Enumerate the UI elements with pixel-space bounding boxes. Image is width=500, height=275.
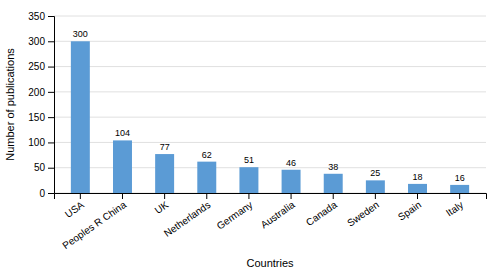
- tick: 200: [28, 87, 54, 98]
- tick: 250: [28, 61, 54, 72]
- data-label: 51: [244, 155, 254, 165]
- tick: Italy: [444, 193, 465, 219]
- tick-mark: [80, 193, 81, 199]
- data-labels: 300 104 77 62 51 46 38 25 18 16: [73, 29, 465, 183]
- tick-label: Canada: [304, 199, 339, 228]
- tick: 350: [28, 11, 54, 22]
- tick-label: 100: [28, 137, 45, 148]
- tick-mark: [248, 193, 249, 199]
- bars: [71, 41, 469, 193]
- bar: [366, 180, 385, 193]
- tick: Spain: [396, 193, 423, 223]
- tick: UK: [153, 193, 171, 216]
- tick-label: Australia: [259, 199, 298, 231]
- tick: 150: [28, 112, 54, 123]
- data-label: 62: [202, 150, 212, 160]
- tick-mark: [48, 142, 54, 143]
- y-axis-title: Number of publications: [4, 48, 16, 161]
- tick-mark: [459, 193, 460, 199]
- tick-mark: [48, 117, 54, 118]
- bar: [71, 41, 90, 193]
- x-axis-title: Countries: [246, 257, 294, 269]
- tick-label: 0: [39, 188, 45, 199]
- data-label: 77: [160, 142, 170, 152]
- tick: USA: [63, 193, 86, 220]
- tick-label: USA: [63, 199, 86, 220]
- tick-label: 350: [28, 11, 45, 22]
- tick-mark: [48, 193, 54, 194]
- grid-line: [54, 66, 486, 67]
- data-label: 16: [455, 173, 465, 183]
- tick-mark: [48, 67, 54, 68]
- tick-label: Peoples R China: [60, 199, 128, 251]
- data-label: 300: [73, 29, 88, 39]
- grid-line: [54, 91, 486, 92]
- tick: 50: [34, 162, 54, 173]
- bar: [155, 154, 174, 193]
- tick: Netherlands: [162, 193, 212, 239]
- bar: [113, 140, 132, 193]
- chart-svg: 050100150200250300350USAPeoples R ChinaU…: [0, 0, 500, 275]
- bar: [197, 162, 216, 193]
- tick-label: UK: [153, 199, 171, 216]
- tick-mark: [164, 193, 165, 199]
- tick-label: Sweden: [345, 199, 381, 229]
- tick-mark: [206, 193, 207, 199]
- tick-label: 50: [34, 162, 46, 173]
- axis-line: [55, 194, 487, 200]
- tick: Australia: [259, 193, 298, 230]
- tick-label: 250: [28, 61, 45, 72]
- data-label: 18: [413, 172, 423, 182]
- bar: [324, 174, 343, 193]
- bar: [282, 170, 301, 193]
- tick-mark: [48, 16, 54, 17]
- data-label: 25: [370, 168, 380, 178]
- tick: Germany: [215, 193, 255, 232]
- tick-label: 150: [28, 112, 45, 123]
- bar: [408, 184, 427, 193]
- tick-mark: [122, 193, 123, 199]
- tick-mark: [48, 41, 54, 42]
- tick-mark: [48, 92, 54, 93]
- grid-line: [54, 117, 486, 118]
- axis-line: [48, 17, 55, 194]
- tick: 300: [28, 36, 54, 47]
- tick-label: Spain: [396, 199, 423, 223]
- plot: 050100150200250300350USAPeoples R ChinaU…: [28, 11, 486, 251]
- tick-label: Germany: [215, 199, 255, 232]
- bar: [450, 185, 469, 193]
- tick: Canada: [304, 193, 339, 228]
- tick: Peoples R China: [60, 193, 128, 251]
- tick-mark: [417, 193, 418, 199]
- tick-mark: [333, 193, 334, 199]
- grid-line: [54, 16, 486, 17]
- tick: Sweden: [345, 193, 381, 229]
- tick-mark: [291, 193, 292, 199]
- data-label: 104: [115, 128, 130, 138]
- tick-mark: [48, 168, 54, 169]
- tick-label: 200: [28, 87, 45, 98]
- tick-label: 300: [28, 36, 45, 47]
- tick: 100: [28, 137, 54, 148]
- y-axis: 0 50 100 150 200 250 300 350: [28, 11, 54, 199]
- grid: [54, 16, 486, 193]
- tick-mark: [375, 193, 376, 199]
- data-label: 38: [328, 162, 338, 172]
- data-label: 46: [286, 158, 296, 168]
- tick-label: Italy: [444, 199, 465, 219]
- bar: [239, 167, 258, 193]
- tick-label: Netherlands: [162, 199, 212, 239]
- x-axis: USAPeoples R China UKNetherlandsGermanyAu…: [55, 193, 487, 251]
- tick: 0: [39, 188, 54, 199]
- grid-line: [54, 41, 486, 42]
